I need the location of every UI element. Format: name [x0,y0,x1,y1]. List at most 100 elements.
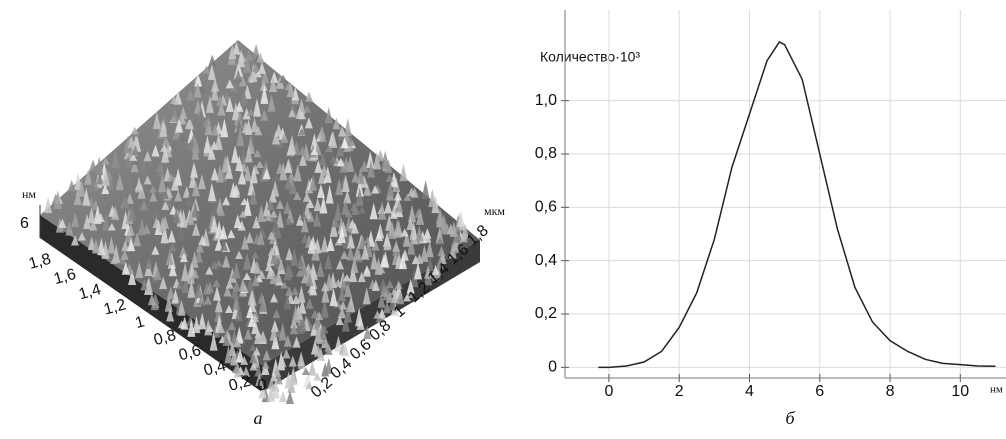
surface-peak [316,261,325,277]
surface-peak [175,117,184,133]
surface-peak [392,241,401,252]
surface-peak [276,199,285,209]
surface-peak [306,198,315,209]
surface-peak [332,117,341,130]
surface-peak [343,117,352,137]
surface-peak [439,218,448,235]
surface-peak [73,189,82,205]
surface-peak [252,347,261,356]
surface-peak [168,262,177,277]
surface-peak [371,239,380,251]
surface-peak [271,379,280,399]
surface-peak [279,162,288,181]
surface-peak [406,278,415,294]
surface-peak [336,259,345,270]
surface-peak [318,168,327,184]
y-axis-label: Количество·10³ [540,49,640,65]
surface-peak [233,338,242,347]
surface-peak [373,310,382,319]
surface-peak [308,360,317,376]
surface-peak [227,320,236,331]
surface-peak [181,262,190,282]
surface-peak [346,135,355,146]
surface-peak [242,272,251,281]
surface-peak [273,366,282,378]
surface-peak [225,79,234,89]
x-tick-label: 4 [745,383,754,400]
surface-peak [244,328,253,340]
surface-peak [194,74,203,87]
surface-peak [111,149,120,169]
surface-peak [293,164,302,182]
right-axis-tick: 0,2 [308,374,336,401]
surface-peak [321,285,330,303]
surface-peak [369,202,378,220]
surface-peak [301,367,310,375]
right-axis-tick: 0,4 [327,355,355,382]
surface-peak [355,178,364,197]
surface-peak [128,204,137,221]
surface-peak [391,287,400,303]
surface-peak [363,182,372,196]
surface-peak [246,108,255,116]
surface-peak [337,225,346,244]
surface-peak [280,281,289,289]
surface-peak [214,304,223,323]
surface-peak [249,352,258,364]
surface-peak [379,278,388,290]
surface-peak [172,207,181,224]
surface-peak [220,239,229,251]
surface-peak [261,360,270,369]
surface-peak [297,351,306,367]
surface-peak [378,200,387,220]
surface-peak [234,69,243,83]
surface-peak [370,250,379,270]
surface-peak [213,286,222,301]
surface-peak [144,256,153,270]
surface-peak [415,253,424,264]
surface-peak [324,357,333,374]
surface-peak [257,270,266,279]
surface-peak [400,228,409,237]
surface-peak [402,294,411,302]
surface-peak [310,310,319,319]
surface-peak [186,315,195,326]
left-axis-tick: 0,2 [227,373,253,395]
surface-peak [170,95,179,104]
surface-peak [222,196,231,206]
surface-peak [177,299,186,316]
y-tick-label: 0,8 [535,145,557,162]
surface-peak [454,226,463,243]
surface-peak [309,278,318,296]
surface-peak [126,223,135,236]
surface-peak [282,348,291,359]
surface-peak [285,217,294,225]
surface-peak [195,241,204,253]
x-unit: нм [990,384,1003,396]
surface-peak [210,259,219,270]
surface-peak [179,252,188,263]
surface-peak [196,105,205,122]
surface-peak [231,145,240,163]
surface-peak [286,81,295,98]
surface-peak [236,127,245,147]
surface-peak [260,70,269,84]
surface-peak [300,233,309,244]
surface-peak [360,160,369,172]
surface-peak [313,311,322,330]
surface-peak [321,333,330,349]
surface-peak [278,390,287,403]
surface-peak [386,182,395,196]
surface-peak [340,137,349,149]
surface-peak [252,215,261,229]
surface-peak [334,335,343,352]
surface-peak [408,204,417,223]
surface-peak [291,286,300,296]
surface-peak [222,254,231,268]
surface-peak [395,201,404,213]
surface-peak [87,236,96,251]
surface-peak [254,70,263,78]
surface-peak [197,173,206,190]
surface-peak [274,123,283,137]
surface-peak [220,118,229,138]
